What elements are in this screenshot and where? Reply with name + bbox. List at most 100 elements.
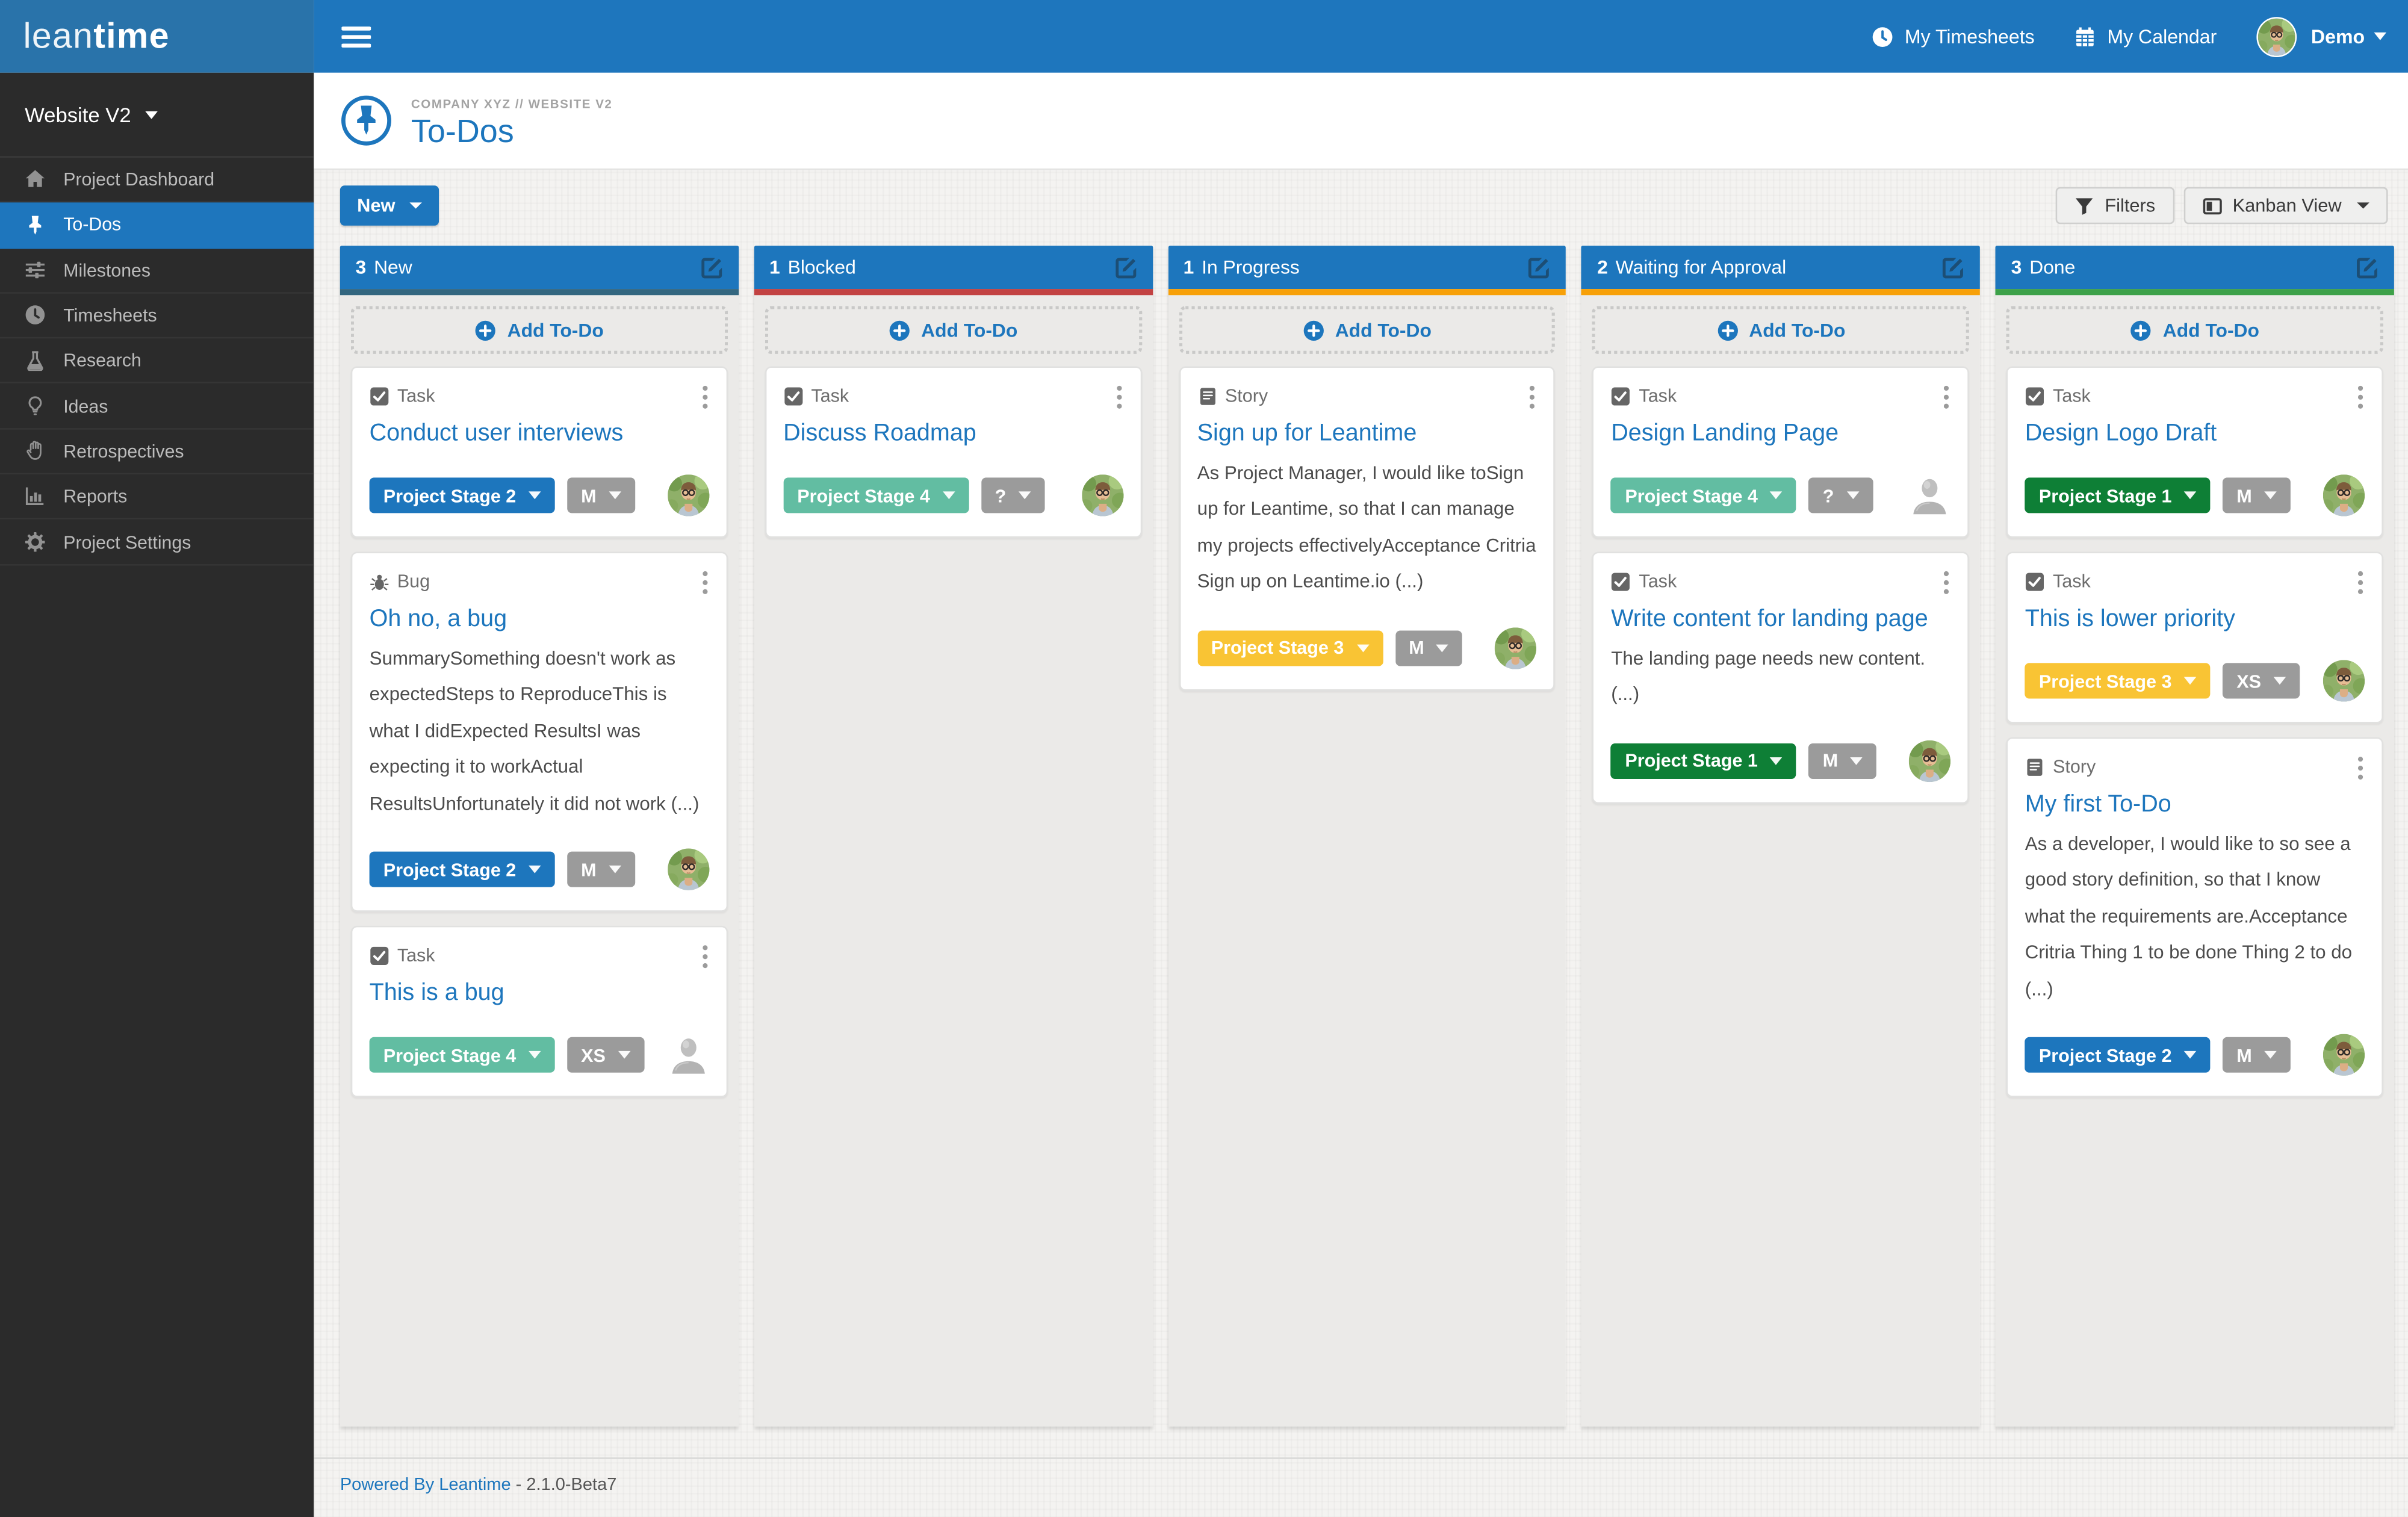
my-calendar-link[interactable]: My Calendar [2074, 25, 2217, 47]
my-timesheets-link[interactable]: My Timesheets [1872, 25, 2035, 47]
check-square-icon [2025, 386, 2045, 406]
assignee-avatar-photo[interactable] [2323, 474, 2365, 517]
card-menu-icon[interactable] [1116, 385, 1123, 409]
card-menu-icon[interactable] [2357, 755, 2365, 780]
size-dropdown[interactable]: XS [567, 1037, 645, 1073]
todo-card[interactable]: Story Sign up for Leantime As Project Ma… [1178, 366, 1556, 690]
stage-dropdown[interactable]: Project Stage 1 [2025, 477, 2211, 513]
kanban-column-waiting-for-approval: 2 Waiting for Approval Add To-Do Task De… [1581, 246, 1981, 1427]
project-selector[interactable]: Website V2 [0, 73, 314, 157]
sidebar-item-research[interactable]: Research [0, 339, 314, 384]
add-todo-button[interactable]: Add To-Do [2006, 306, 2383, 354]
add-todo-button[interactable]: Add To-Do [1592, 306, 1970, 354]
size-dropdown[interactable]: ? [981, 477, 1045, 513]
card-menu-icon[interactable] [701, 945, 709, 969]
card-menu-icon[interactable] [1943, 570, 1951, 595]
card-menu-icon[interactable] [701, 385, 709, 409]
todo-type-label: Story [2052, 755, 2096, 778]
page-header: COMPANY XYZ // WEBSITE V2 To-Dos [314, 72, 2408, 170]
stage-dropdown[interactable]: Project Stage 2 [369, 477, 555, 513]
card-menu-icon[interactable] [1529, 385, 1537, 409]
size-dropdown[interactable]: M [2223, 477, 2291, 513]
todo-title-link[interactable]: Design Landing Page [1611, 420, 1839, 447]
stage-dropdown[interactable]: Project Stage 2 [369, 851, 555, 887]
size-dropdown[interactable]: M [1808, 743, 1877, 779]
todo-title-link[interactable]: Conduct user interviews [369, 420, 624, 447]
assignee-avatar-photo[interactable] [1081, 474, 1123, 517]
size-dropdown[interactable]: M [567, 851, 635, 887]
edit-column-icon[interactable] [1112, 254, 1138, 281]
todo-card[interactable]: Task Conduct user interviews Project Sta… [350, 366, 728, 538]
assignee-avatar-photo[interactable] [1495, 627, 1537, 669]
filters-button[interactable]: Filters [2055, 187, 2174, 225]
new-button[interactable]: New [340, 185, 439, 226]
todo-title-link[interactable]: My first To-Do [2025, 791, 2171, 818]
sidebar-item-retrospectives[interactable]: Retrospectives [0, 429, 314, 475]
size-dropdown[interactable]: XS [2223, 663, 2300, 699]
todo-card[interactable]: Task This is a bug Project Stage 4 XS [350, 926, 728, 1098]
assignee-avatar-placeholder[interactable] [1909, 474, 1950, 516]
powered-by-link[interactable]: Powered By Leantime [340, 1475, 511, 1495]
assignee-avatar-photo[interactable] [1909, 740, 1951, 782]
add-todo-button[interactable]: Add To-Do [1178, 306, 1556, 354]
todo-card[interactable]: Task Design Landing Page Project Stage 4… [1592, 366, 1970, 538]
stage-dropdown[interactable]: Project Stage 4 [369, 1037, 555, 1073]
todo-title-link[interactable]: This is a bug [369, 980, 504, 1007]
chevron-down-icon [1770, 491, 1783, 500]
stage-dropdown[interactable]: Project Stage 3 [1197, 630, 1383, 666]
todo-card[interactable]: Task Write content for landing page The … [1592, 551, 1970, 804]
sidebar-item-reports[interactable]: Reports [0, 474, 314, 520]
sidebar-item-timesheets[interactable]: Timesheets [0, 294, 314, 339]
sidebar-item-to-dos[interactable]: To-Dos [0, 203, 314, 249]
edit-column-icon[interactable] [698, 254, 725, 281]
stage-dropdown[interactable]: Project Stage 4 [783, 477, 969, 513]
pin-circle-icon [340, 95, 393, 147]
user-avatar[interactable] [2257, 16, 2297, 57]
edit-column-icon[interactable] [1940, 254, 1967, 281]
stage-dropdown[interactable]: Project Stage 1 [1611, 743, 1797, 779]
size-dropdown[interactable]: M [1395, 630, 1463, 666]
sidebar-item-project-settings[interactable]: Project Settings [0, 520, 314, 565]
todo-card[interactable]: Task Discuss Roadmap Project Stage 4 ? [765, 366, 1142, 538]
assignee-avatar-placeholder[interactable] [668, 1034, 709, 1076]
add-todo-button[interactable]: Add To-Do [350, 306, 728, 354]
card-menu-icon[interactable] [2357, 570, 2365, 595]
hamburger-menu-icon[interactable] [341, 24, 372, 49]
user-menu[interactable]: Demo [2311, 25, 2387, 47]
sidebar-item-ideas[interactable]: Ideas [0, 384, 314, 430]
assignee-avatar-photo[interactable] [667, 848, 709, 891]
sidebar-item-milestones[interactable]: Milestones [0, 248, 314, 294]
edit-column-icon[interactable] [2354, 254, 2380, 281]
todo-title-link[interactable]: Oh no, a bug [369, 606, 507, 633]
add-todo-button[interactable]: Add To-Do [765, 306, 1142, 354]
home-icon [23, 169, 47, 190]
stage-dropdown[interactable]: Project Stage 2 [2025, 1037, 2211, 1073]
todo-card[interactable]: Story My first To-Do As a developer, I w… [2006, 737, 2383, 1098]
column-count: 3 [355, 256, 367, 279]
todo-title-link[interactable]: Design Logo Draft [2025, 420, 2217, 447]
stage-dropdown[interactable]: Project Stage 3 [2025, 663, 2211, 699]
size-dropdown[interactable]: ? [1808, 477, 1873, 513]
size-dropdown[interactable]: M [2223, 1037, 2291, 1073]
todo-title-link[interactable]: This is lower priority [2025, 606, 2235, 633]
todo-card[interactable]: Bug Oh no, a bug SummarySomething doesn'… [350, 551, 728, 913]
assignee-avatar-photo[interactable] [2323, 1034, 2365, 1076]
todo-card[interactable]: Task Design Logo Draft Project Stage 1 M [2006, 366, 2383, 538]
sidebar-item-project-dashboard[interactable]: Project Dashboard [0, 158, 314, 203]
card-menu-icon[interactable] [1943, 385, 1951, 409]
new-button-label: New [357, 194, 396, 217]
todo-title-link[interactable]: Discuss Roadmap [783, 420, 976, 447]
assignee-avatar-photo[interactable] [2323, 660, 2365, 702]
column-body: Add To-Do Task Design Landing Page Proje… [1581, 295, 1981, 1427]
kanban-view-button[interactable]: Kanban View [2183, 187, 2388, 225]
stage-dropdown[interactable]: Project Stage 4 [1611, 477, 1797, 513]
assignee-avatar-photo[interactable] [667, 474, 709, 517]
todo-title-link[interactable]: Sign up for Leantime [1197, 420, 1417, 447]
todo-card[interactable]: Task This is lower priority Project Stag… [2006, 551, 2383, 724]
edit-column-icon[interactable] [1526, 254, 1553, 281]
card-menu-icon[interactable] [2357, 385, 2365, 409]
todo-title-link[interactable]: Write content for landing page [1611, 606, 1928, 633]
size-dropdown[interactable]: M [567, 477, 635, 513]
brand-logo[interactable]: leantime [0, 0, 314, 73]
card-menu-icon[interactable] [701, 570, 709, 595]
